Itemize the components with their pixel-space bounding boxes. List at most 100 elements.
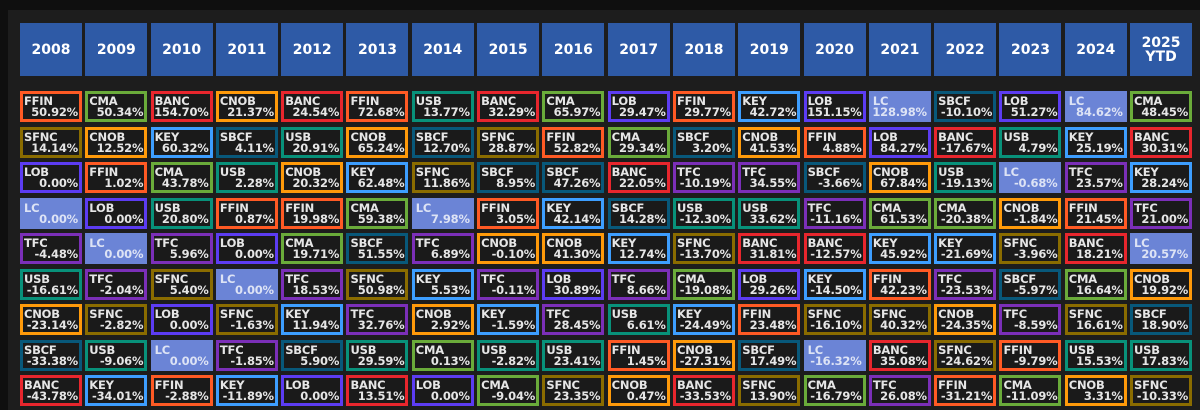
ticker-label: TFC xyxy=(1134,200,1158,215)
return-cell: SFNC -3.96% xyxy=(999,233,1062,264)
ticker-label: TFC xyxy=(154,236,179,250)
year-cells: CMA 65.97% FFIN 52.82% SBCF 47.26% KEY 42.14% CN… xyxy=(542,91,605,406)
return-cell: FFIN 4.88% xyxy=(803,126,866,158)
return-value: -2.82% xyxy=(99,318,144,332)
year-column: 2011 CNOB 21.37% SBCF 4.11% USB 2.28% FFIN 0.87%… xyxy=(215,23,278,406)
return-cell: TFC 26.08% xyxy=(868,375,931,406)
return-value: -27.31% xyxy=(679,353,731,368)
return-cell: CMA 59.38% xyxy=(346,197,409,229)
ticker-label: KEY xyxy=(285,307,310,321)
return-cell: KEY 42.14% xyxy=(542,197,605,229)
return-value: 0.00% xyxy=(234,282,274,297)
return-cell: CNOB -23.14% xyxy=(20,304,82,335)
ticker-label: FFIN xyxy=(872,271,902,286)
return-cell: SBCF 12.70% xyxy=(411,126,474,158)
return-cell: SFNC 5.40% xyxy=(150,268,213,300)
ticker-label: CNOB xyxy=(415,307,452,321)
year-column: 2025 YTD CMA 48.45% BANC 30.31% KEY 28.24% TFC 2… xyxy=(1130,23,1193,406)
return-value: -9.04% xyxy=(491,389,536,403)
return-cell: CMA 19.71% xyxy=(281,233,344,264)
return-cell: CMA -9.04% xyxy=(477,375,540,406)
year-header: 2023 xyxy=(999,23,1062,76)
return-cell: TFC 23.57% xyxy=(1064,162,1127,193)
ticker-label: BANC xyxy=(938,129,974,144)
return-value: -3.96% xyxy=(1013,247,1058,261)
ticker-label: CMA xyxy=(415,342,444,357)
ticker-label: CNOB xyxy=(611,378,648,392)
return-value: 3.31% xyxy=(1083,389,1123,403)
return-value: -1.85% xyxy=(230,353,274,368)
return-value: 29.77% xyxy=(684,105,731,119)
return-cell: LOB 0.00% xyxy=(215,233,278,264)
ticker-label: CMA xyxy=(481,378,510,392)
return-value: 12.52% xyxy=(96,140,144,155)
ticker-label: FFIN xyxy=(154,378,184,392)
return-cell: CNOB 21.37% xyxy=(215,91,278,122)
return-cell: KEY 25.19% xyxy=(1064,126,1127,158)
return-cell: FFIN 52.82% xyxy=(542,126,605,158)
return-cell: TFC -8.59% xyxy=(999,304,1062,335)
return-value: 1.02% xyxy=(104,176,144,190)
ticker-label: USB xyxy=(1068,342,1095,357)
ticker-label: BANC xyxy=(807,236,843,250)
ticker-label: SBCF xyxy=(1003,271,1036,286)
return-value: -2.82% xyxy=(491,353,536,368)
ticker-label: LC xyxy=(1003,165,1019,179)
ticker-label: CNOB xyxy=(676,342,713,357)
return-cell: SBCF -5.97% xyxy=(999,268,1062,300)
year-header: 2009 xyxy=(85,23,148,76)
ticker-label: CNOB xyxy=(481,236,517,250)
return-value: 20.32% xyxy=(292,176,340,190)
return-value: 59.38% xyxy=(357,211,405,226)
return-cell: SFNC -24.62% xyxy=(934,339,997,371)
return-cell: USB 2.28% xyxy=(215,162,278,193)
ticker-label: TFC xyxy=(415,236,440,250)
return-value: 17.49% xyxy=(749,353,797,368)
return-cell: FFIN -9.79% xyxy=(999,339,1062,371)
ticker-label: LOB xyxy=(742,271,768,286)
ticker-label: LOB xyxy=(285,378,311,392)
return-value: 51.55% xyxy=(357,247,405,261)
ticker-label: KEY xyxy=(1134,165,1159,179)
return-value: 35.08% xyxy=(880,353,927,368)
return-value: 12.74% xyxy=(618,247,666,261)
return-value: 40.32% xyxy=(880,318,927,332)
ticker-label: CMA xyxy=(285,236,314,250)
return-value: 0.87% xyxy=(234,211,274,226)
ticker-label: SFNC xyxy=(742,378,776,392)
ticker-label: KEY xyxy=(350,165,375,179)
year-cells: FFIN 50.92% SFNC 14.14% LOB 0.00% LC 0.00% TFC -4… xyxy=(20,91,82,406)
return-cell: USB -2.82% xyxy=(477,339,540,371)
return-value: 18.53% xyxy=(292,282,340,297)
return-value: -9.79% xyxy=(1013,353,1058,368)
return-value: 14.28% xyxy=(618,211,666,226)
year-cells: BANC 32.29% SFNC 28.87% SBCF 8.95% FFIN 3.05% CN… xyxy=(477,91,540,406)
ticker-label: SBCF xyxy=(1134,307,1167,321)
ticker-label: TFC xyxy=(350,307,375,321)
return-cell: CMA 50.34% xyxy=(85,91,148,122)
return-value: -16.79% xyxy=(810,389,862,403)
ticker-label: CMA xyxy=(676,271,706,286)
return-value: -33.38% xyxy=(26,353,78,368)
return-cell: BANC -43.78% xyxy=(20,375,82,406)
ticker-label: CMA xyxy=(546,94,575,108)
ticker-label: KEY xyxy=(89,378,114,392)
return-cell: CNOB 20.32% xyxy=(281,162,344,193)
ticker-label: FFIN xyxy=(285,200,315,215)
ticker-label: CNOB xyxy=(938,307,974,321)
ticker-label: CNOB xyxy=(742,129,779,144)
return-value: 2.92% xyxy=(430,318,470,332)
ticker-label: SBCF xyxy=(24,342,57,357)
ticker-label: BANC xyxy=(481,94,517,108)
return-cell: SBCF 18.90% xyxy=(1130,304,1193,335)
ticker-label: SBCF xyxy=(415,129,449,144)
return-value: -23.53% xyxy=(940,282,993,297)
year-column: 2008 FFIN 50.92% SFNC 14.14% LOB 0.00% LC 0.00% T… xyxy=(20,23,82,406)
return-value: 31.81% xyxy=(749,247,797,261)
return-value: 45.92% xyxy=(880,247,927,261)
ticker-label: FFIN xyxy=(742,307,772,321)
ticker-label: TFC xyxy=(89,271,113,286)
return-value: -17.67% xyxy=(940,140,993,155)
ticker-label: CNOB xyxy=(1134,271,1170,286)
return-cell: USB -16.61% xyxy=(20,268,82,300)
